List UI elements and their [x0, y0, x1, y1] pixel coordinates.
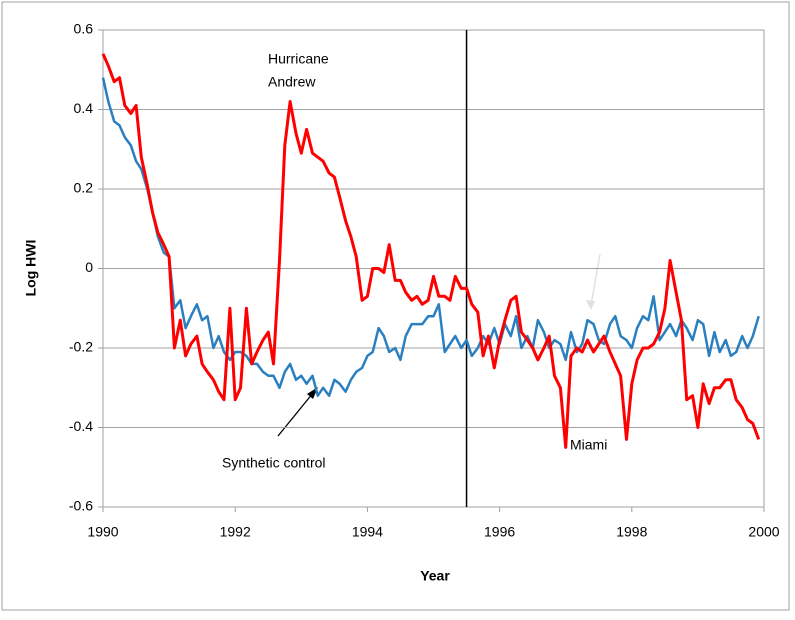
y-tick-label: 0.4 [74, 100, 94, 116]
x-axis-label: Year [420, 568, 450, 584]
annotation: Hurricane [268, 51, 329, 67]
y-axis-label: Log HWI [23, 240, 39, 297]
x-tick-label: 1998 [616, 524, 647, 540]
x-tick-label: 1994 [352, 524, 383, 540]
series-line [101, 53, 761, 449]
y-tick-label: 0.6 [74, 21, 94, 37]
faint-arrow [590, 253, 601, 306]
x-tick-label: 1990 [87, 524, 118, 540]
series-label: Miami [570, 437, 607, 453]
x-tick-label: 1996 [484, 524, 515, 540]
series-line [101, 77, 760, 397]
y-tick-label: -0.2 [69, 339, 93, 355]
annotation-arrow [277, 392, 314, 437]
series-label: Synthetic control [222, 455, 326, 471]
annotation: Andrew [268, 74, 316, 90]
faint-arrow-head [586, 300, 595, 310]
y-tick-label: 0.2 [74, 180, 94, 196]
x-tick-label: 2000 [748, 524, 779, 540]
y-tick-label: -0.4 [69, 418, 93, 434]
y-tick-label: -0.6 [69, 498, 93, 514]
x-tick-label: 1992 [220, 524, 251, 540]
y-tick-label: 0 [85, 259, 93, 275]
